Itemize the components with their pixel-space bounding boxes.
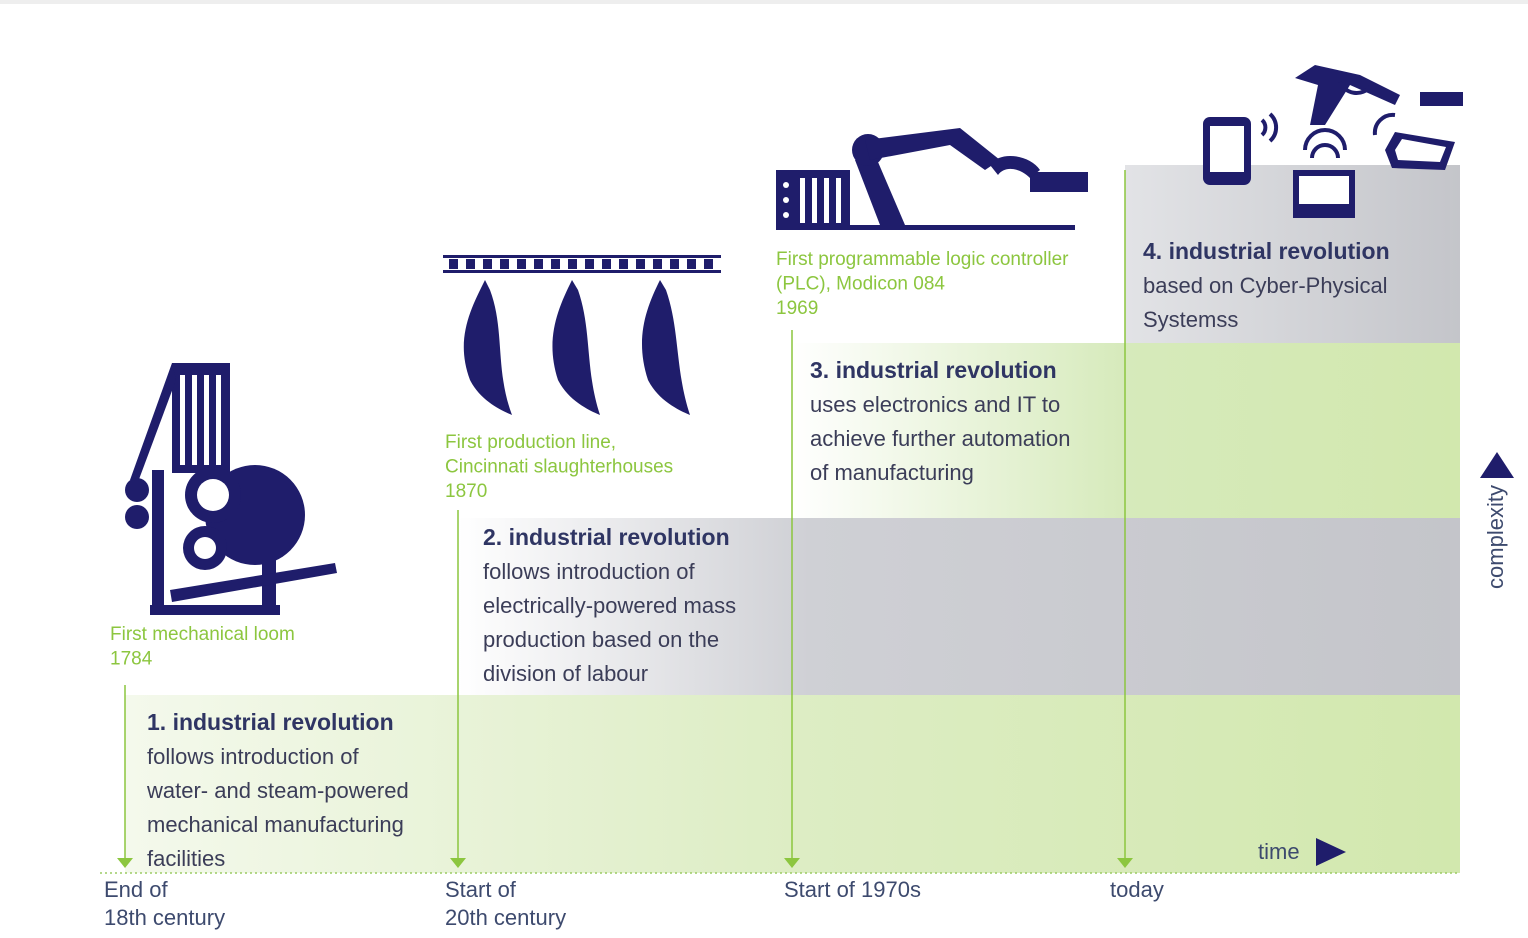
time-label: Start of bbox=[445, 877, 517, 902]
complexity-axis-label: complexity bbox=[1483, 485, 1508, 589]
milestone-label: 1969 bbox=[776, 298, 818, 319]
revolution-title: 4. industrial revolution bbox=[1143, 238, 1390, 264]
revolution-description: achieve further automation bbox=[810, 426, 1071, 451]
time-axis-label: time bbox=[1258, 839, 1300, 864]
complexity-arrow bbox=[1480, 452, 1514, 478]
revolution-description: of manufacturing bbox=[810, 460, 974, 485]
revolution-title: 1. industrial revolution bbox=[147, 709, 394, 735]
revolution-title: 3. industrial revolution bbox=[810, 357, 1057, 383]
revolution-description: uses electronics and IT to bbox=[810, 392, 1060, 417]
revolution-description: Systemss bbox=[1143, 307, 1238, 332]
milestone-label: First mechanical loom bbox=[110, 624, 295, 645]
robot-icon bbox=[776, 128, 1088, 230]
time-label: End of bbox=[104, 877, 168, 902]
milestone-label: 1870 bbox=[445, 481, 487, 502]
time-label: 18th century bbox=[104, 905, 225, 930]
diagram: time complexity First mechanical loom 178… bbox=[0, 0, 1528, 938]
revolution-description: mechanical manufacturing bbox=[147, 812, 404, 837]
revolution-description: follows introduction of bbox=[483, 559, 695, 584]
revolution-description: division of labour bbox=[483, 661, 648, 686]
revolution-description: electrically-powered mass bbox=[483, 593, 736, 618]
milestone-label: First programmable logic controller bbox=[776, 249, 1069, 270]
loom-icon bbox=[125, 363, 337, 615]
milestone-label: 1784 bbox=[110, 649, 153, 670]
milestone-label: Cincinnati slaughterhouses bbox=[445, 457, 673, 478]
milestone-label: (PLC), Modicon 084 bbox=[776, 274, 945, 295]
revolution-description: facilities bbox=[147, 846, 225, 871]
time-label: Start of 1970s bbox=[784, 877, 921, 902]
milestone-label: First production line, bbox=[445, 432, 616, 453]
production-line-icon bbox=[443, 255, 721, 415]
revolution-description: based on Cyber-Physical bbox=[1143, 273, 1388, 298]
time-label: 20th century bbox=[445, 905, 566, 930]
revolution-description: follows introduction of bbox=[147, 744, 359, 769]
revolution-description: production based on the bbox=[483, 627, 719, 652]
revolution-description: water- and steam-powered bbox=[146, 778, 409, 803]
time-label: today bbox=[1110, 877, 1164, 902]
revolution-title: 2. industrial revolution bbox=[483, 524, 730, 550]
top-edge bbox=[0, 0, 1528, 4]
